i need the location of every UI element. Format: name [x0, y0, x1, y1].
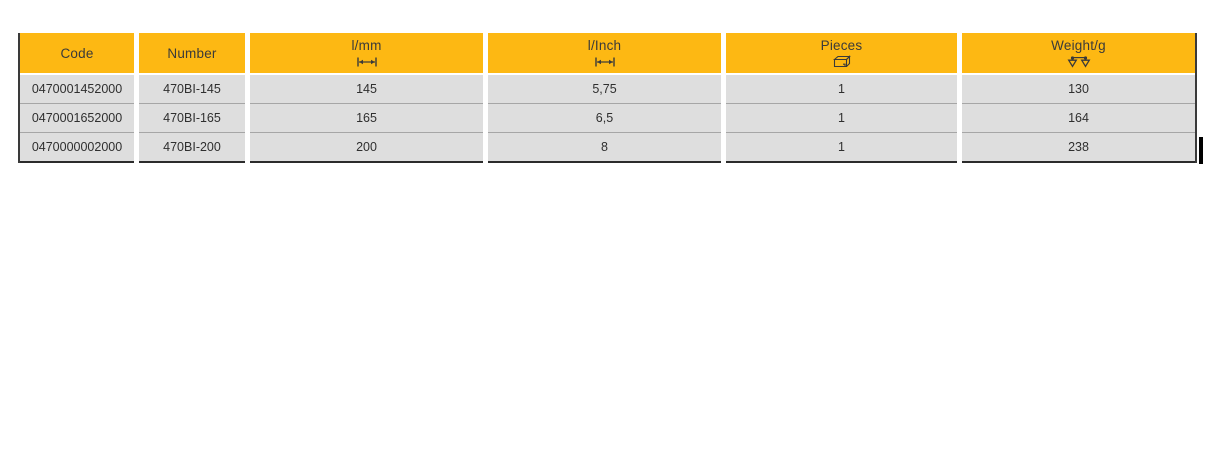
cell-length-mm: 145: [250, 75, 483, 103]
cell-weight: 164: [962, 103, 1195, 132]
cell-length-inch: 8: [488, 132, 721, 163]
column-label-pieces: Pieces: [820, 38, 863, 53]
column-label-length-inch: l/Inch: [587, 38, 622, 53]
cell-number: 470BI-145: [139, 75, 245, 103]
cell-pieces: 1: [726, 103, 957, 132]
column-header-weight: Weight/g: [962, 33, 1195, 73]
cell-number: 470BI-200: [139, 132, 245, 163]
cell-code: 0470001652000: [20, 103, 134, 132]
cell-weight: 238: [962, 132, 1195, 163]
balance-scale-icon: [1067, 55, 1091, 68]
cell-length-mm: 165: [250, 103, 483, 132]
column-header-length-mm: l/mm: [250, 33, 483, 73]
column-label-number: Number: [167, 45, 217, 61]
column-label-length-mm: l/mm: [351, 38, 382, 53]
cell-pieces: 1: [726, 132, 957, 163]
column-header-code: Code: [20, 33, 134, 73]
horizontal-measure-icon: [356, 55, 377, 68]
table-row: 0470001452000 470BI-145 145 5,75 1 130: [20, 75, 1195, 103]
cell-length-mm: 200: [250, 132, 483, 163]
cell-code: 0470000002000: [20, 132, 134, 163]
package-box-icon: [832, 55, 851, 68]
table-header-row: Code Number l/mm l/Inch: [20, 33, 1195, 73]
table-row: 0470001652000 470BI-165 165 6,5 1 164: [20, 103, 1195, 132]
column-header-length-inch: l/Inch: [488, 33, 721, 73]
horizontal-measure-icon: [594, 55, 615, 68]
cell-length-inch: 5,75: [488, 75, 721, 103]
table-row: 0470000002000 470BI-200 200 8 1 238: [20, 132, 1195, 163]
cell-number: 470BI-165: [139, 103, 245, 132]
cell-code: 0470001452000: [20, 75, 134, 103]
cell-pieces: 1: [726, 75, 957, 103]
product-table: Code Number l/mm l/Inch: [18, 33, 1197, 163]
column-header-pieces: Pieces: [726, 33, 957, 73]
column-header-number: Number: [139, 33, 245, 73]
column-label-code: Code: [60, 45, 94, 61]
cell-weight: 130: [962, 75, 1195, 103]
cell-length-inch: 6,5: [488, 103, 721, 132]
column-label-weight: Weight/g: [1051, 38, 1106, 53]
text-cursor-artifact: [1199, 137, 1203, 164]
